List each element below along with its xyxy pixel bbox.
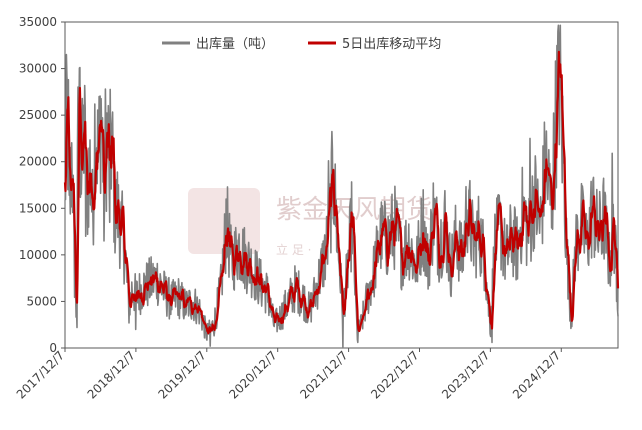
legend: 出库量（吨） 5日出库移动平均 bbox=[162, 36, 441, 52]
series-layer bbox=[63, 24, 620, 349]
series-line-outbound bbox=[64, 24, 619, 349]
y-tick-label: 15000 bbox=[19, 201, 57, 215]
y-tick-label: 0 bbox=[49, 341, 57, 355]
y-axis: 0 5000 10000 15000 20000 25000 30000 35000 bbox=[19, 15, 65, 355]
y-tick-label: 35000 bbox=[19, 15, 57, 29]
x-axis: 2017/12/7 2018/12/7 2019/12/7 2020/12/7 2021… bbox=[14, 348, 563, 402]
x-tick-label: 2024/12/7 bbox=[510, 348, 563, 401]
y-tick-label: 30000 bbox=[19, 62, 57, 76]
legend-label-moving-average: 5日出库移动平均 bbox=[342, 36, 441, 52]
y-tick-label: 10000 bbox=[19, 248, 57, 262]
x-tick-label: 2021/12/7 bbox=[297, 348, 350, 401]
y-tick-label: 25000 bbox=[19, 108, 57, 122]
x-tick-label: 2018/12/7 bbox=[85, 348, 138, 401]
x-tick-label: 2022/12/7 bbox=[368, 348, 421, 401]
x-tick-label: 2020/12/7 bbox=[226, 348, 279, 401]
legend-label-outbound: 出库量（吨） bbox=[196, 36, 274, 52]
x-tick-label: 2023/12/7 bbox=[439, 348, 492, 401]
x-tick-label: 2017/12/7 bbox=[14, 348, 67, 401]
series-line-moving-average bbox=[63, 50, 620, 335]
y-tick-label: 5000 bbox=[26, 294, 57, 308]
x-tick-label: 2019/12/7 bbox=[156, 348, 209, 401]
y-tick-label: 20000 bbox=[19, 155, 57, 169]
watermark-subtext: 立 足 · bbox=[276, 242, 311, 257]
